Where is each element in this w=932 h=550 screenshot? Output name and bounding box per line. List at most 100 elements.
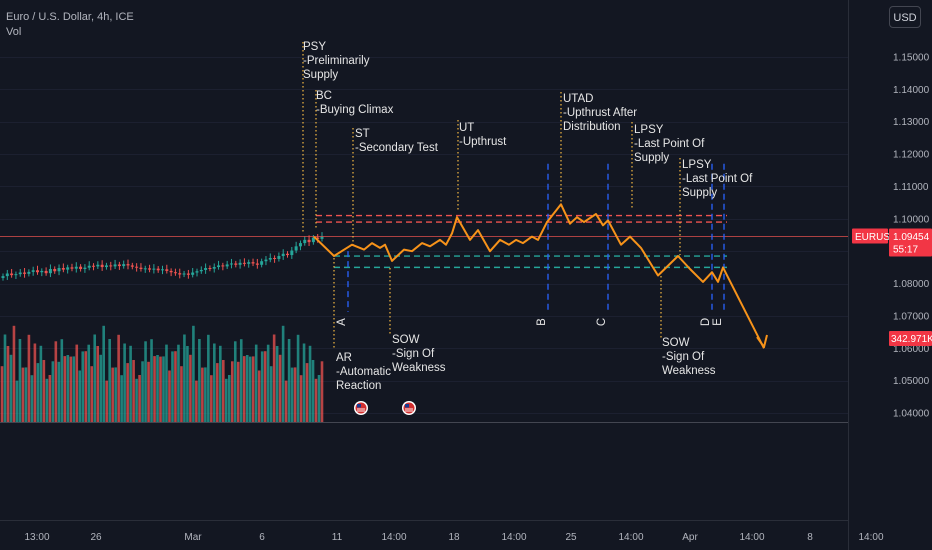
volume-bar — [290, 367, 294, 422]
time-tick-label: 11 — [332, 532, 343, 543]
volume-bar — [93, 334, 97, 422]
annotation-line: Supply — [634, 152, 669, 164]
volume-bar — [12, 325, 16, 422]
volume-bar — [317, 375, 321, 422]
volume-bar — [213, 343, 216, 422]
volume-bar — [248, 356, 252, 422]
time-tick-label: 14:00 — [739, 532, 764, 543]
volume-bar — [111, 367, 114, 422]
volume-bars — [0, 325, 324, 422]
volume-bar — [72, 356, 76, 422]
annotation-line: -Last Point Of — [634, 138, 705, 150]
symbol-badge-bg — [852, 228, 888, 244]
volume-bar — [278, 354, 282, 422]
price-badge-text: 1.09454 — [893, 232, 930, 243]
candle-body — [268, 257, 272, 260]
candle-body — [96, 264, 100, 267]
volume-bar — [3, 334, 7, 422]
candle-body — [242, 262, 246, 264]
event-flag-icon[interactable] — [354, 401, 368, 415]
candle-body — [229, 263, 233, 265]
time-tick-label: 14:00 — [858, 532, 883, 543]
candle-body — [191, 272, 195, 275]
volume-bar — [105, 380, 108, 422]
flag-canton — [405, 404, 409, 408]
candle-body — [104, 265, 108, 268]
symbol-title: Euro / U.S. Dollar, 4h, ICE — [6, 11, 134, 23]
candle-body — [221, 265, 225, 267]
candle-body — [148, 268, 152, 270]
annotation-line: BC — [316, 90, 332, 102]
candle-body — [264, 259, 268, 262]
annotation-line: SOW — [392, 334, 420, 346]
volume-bar — [165, 344, 168, 422]
volume-bar — [114, 367, 117, 422]
candle-body — [186, 273, 190, 275]
volume-bar — [257, 370, 261, 422]
volume-label: Vol — [6, 26, 22, 38]
candle-body — [307, 239, 311, 243]
candle-body — [87, 265, 91, 268]
volume-bar — [30, 375, 34, 422]
annotation-label: ST -Secondary Test — [355, 128, 439, 154]
candle-body — [92, 265, 96, 267]
candle-body — [109, 265, 113, 267]
candle-body — [165, 269, 169, 271]
volume-bar — [180, 366, 183, 422]
candle-body — [281, 253, 285, 257]
event-flags[interactable] — [354, 401, 416, 415]
wyckoff-path — [313, 203, 768, 349]
volume-bar — [171, 351, 174, 422]
annotation-leaders — [302, 42, 681, 350]
time-tick-label: 14:00 — [618, 532, 643, 543]
currency-button[interactable]: USD — [889, 6, 921, 28]
annotation-line: Weakness — [662, 365, 716, 377]
volume-bar — [192, 325, 195, 422]
candle-body — [18, 272, 22, 275]
candle-body — [294, 246, 298, 251]
volume-bar — [84, 351, 88, 422]
volume-bar — [60, 339, 64, 422]
volume-bar — [45, 378, 49, 422]
time-tick-label: 8 — [807, 532, 813, 543]
volume-bar — [150, 339, 153, 422]
volume-bar — [141, 361, 144, 422]
annotation-line: LPSY — [682, 159, 712, 171]
volume-bar — [78, 370, 82, 422]
volume-bar — [320, 361, 324, 422]
volume-bar — [51, 361, 55, 422]
annotation-line: Distribution — [563, 121, 621, 133]
time-scale[interactable]: 13:00 26 Mar 6 11 14:00 18 14:00 25 14:00 Apr 14:00… — [24, 532, 883, 543]
candle-body — [298, 243, 302, 247]
volume-bar — [147, 361, 150, 422]
candle-body — [23, 272, 27, 274]
volume-bar — [287, 339, 291, 422]
volume-bar — [81, 351, 85, 422]
volume-bar — [108, 339, 111, 422]
time-tick-label: 14:00 — [381, 532, 406, 543]
annotation-label: UT -Upthrust — [459, 122, 507, 148]
event-flag-icon[interactable] — [402, 401, 416, 415]
price-tick-label: 1.06000 — [893, 344, 930, 355]
volume-bar — [138, 375, 141, 422]
candle-body — [208, 268, 212, 270]
annotation-label: PSY -Preliminarily Supply — [303, 41, 370, 81]
phase-marker-label: C — [596, 318, 608, 326]
candle-body — [178, 273, 182, 275]
volume-bar — [311, 360, 315, 422]
candle-body — [100, 264, 104, 268]
volume-bar — [0, 366, 4, 422]
volume-bar — [75, 344, 79, 422]
volume-bar — [219, 345, 222, 422]
time-tick-label: 26 — [90, 532, 102, 543]
volume-bar — [195, 380, 198, 422]
price-tick-label: 1.13000 — [893, 117, 930, 128]
volume-bar — [120, 375, 123, 422]
volume-bar — [216, 363, 219, 422]
volume-bar — [63, 356, 67, 422]
annotation-line: -Preliminarily — [303, 55, 370, 67]
